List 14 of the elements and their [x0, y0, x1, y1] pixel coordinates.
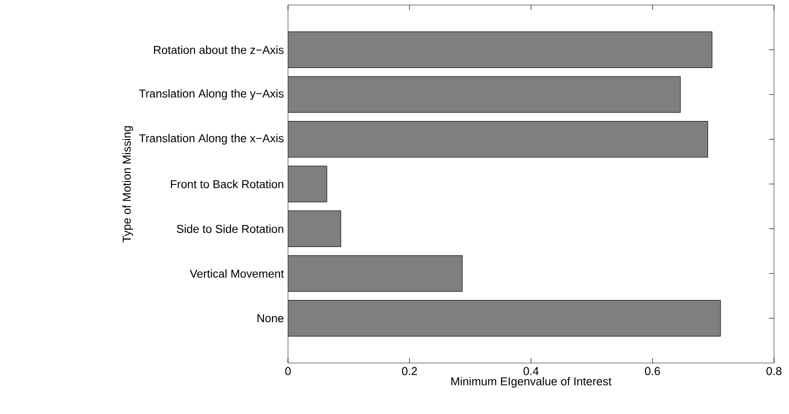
y-tick-label: Side to Side Rotation	[176, 224, 284, 233]
x-tick-label: 0.2	[402, 367, 417, 376]
y-tick-label: None	[258, 314, 284, 322]
y-axis-title: Type of Motion Missing	[122, 126, 134, 242]
x-axis-title: Minimum EIgenvalue of Interest	[451, 376, 612, 388]
y-tick-label: Vertical Movement	[190, 269, 284, 278]
x-tick-label: 0.6	[644, 367, 660, 376]
x-tick-label: 0	[285, 367, 291, 376]
y-tick-label: Translation Along the x−Axis	[139, 134, 284, 145]
y-tick-label: Front to Back Rotation	[170, 180, 284, 188]
x-tick-label: 0.4	[523, 367, 539, 376]
y-tick-label: Translation Along the y−Axis	[139, 89, 284, 100]
y-tick-label: Rotation about the z−Axis	[154, 46, 284, 54]
x-tick-label: 0.8	[766, 367, 782, 376]
